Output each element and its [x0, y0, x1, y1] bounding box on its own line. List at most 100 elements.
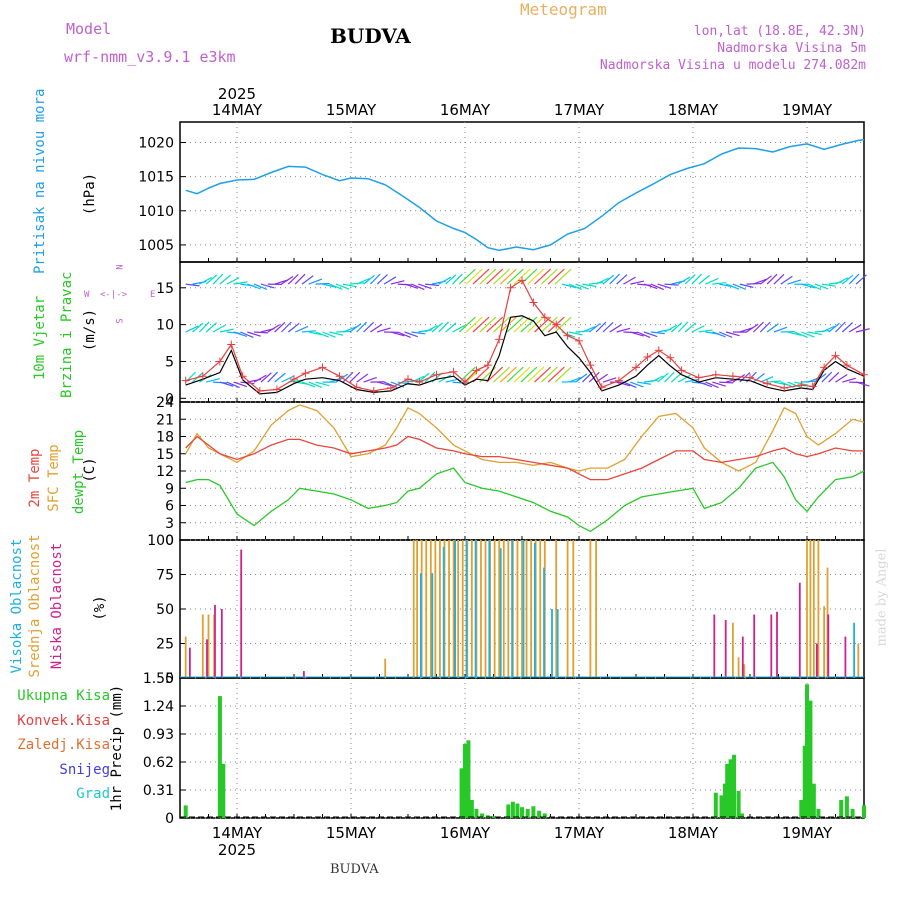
gust-marker	[290, 375, 298, 384]
gust-marker	[432, 370, 441, 379]
gust-marker	[318, 363, 327, 372]
sfc-temp-line	[185, 404, 865, 472]
wind-arrow	[780, 275, 793, 285]
y-tick-label: 50	[156, 602, 174, 618]
wind-arrow	[534, 268, 552, 285]
total-precip-bar	[491, 816, 496, 818]
wind-arrow	[568, 376, 583, 383]
wind-arrow	[828, 371, 840, 383]
wind-arrow	[698, 329, 713, 333]
wind-arrow	[760, 376, 774, 383]
wind-arrow	[465, 316, 483, 333]
gust-marker	[831, 351, 840, 360]
footer-location: BUDVA	[330, 862, 379, 877]
wind-arrow	[240, 381, 255, 385]
total-precip-bar	[520, 807, 524, 818]
gust-marker	[352, 383, 361, 392]
panel-frame-temperature	[179, 401, 865, 541]
wind-arrow	[438, 276, 452, 285]
panel-frame-pressure	[179, 121, 865, 263]
wind-arrow	[855, 328, 870, 333]
wind-arrow	[404, 331, 418, 338]
total-precip-bar	[844, 796, 849, 818]
wind-arrow	[301, 381, 316, 388]
wind-arrow	[513, 366, 531, 383]
y-tick-label: 100	[147, 533, 174, 549]
gust-marker	[552, 320, 561, 329]
wind-arrow	[274, 322, 286, 333]
wind-arrow	[233, 281, 248, 285]
gust-marker	[227, 340, 236, 349]
wind-arrow	[637, 381, 652, 385]
bottom-day-label: 16MAY	[440, 824, 491, 842]
wind-arrow	[575, 283, 589, 290]
y-tick-label: 10	[156, 318, 174, 334]
wind-arrow	[472, 268, 490, 285]
wind-arrow	[287, 322, 300, 333]
wind-arrow	[794, 331, 808, 338]
wind-arrow	[698, 381, 713, 388]
wind-arrow	[335, 283, 350, 290]
wind-arrow	[479, 316, 497, 333]
wind-arrow	[198, 321, 210, 333]
y-tick-label: 0.93	[143, 727, 174, 743]
gust-marker	[301, 369, 310, 378]
wind-arrow	[670, 372, 683, 383]
wind-arrow	[527, 366, 545, 383]
wind-arrow	[506, 366, 524, 383]
gust-marker	[711, 370, 720, 379]
wind-arrow	[787, 279, 802, 285]
gust-marker	[238, 372, 247, 381]
wind-arrow	[438, 374, 452, 383]
wind-arrow	[828, 322, 840, 333]
wind-arrow	[787, 331, 802, 336]
y-tick-label: 6	[165, 499, 174, 515]
wind-arrow	[705, 381, 719, 389]
wind-arrow	[356, 277, 370, 285]
wind-arrow	[561, 283, 576, 289]
wind-arrow	[835, 321, 846, 333]
wind-arrow	[308, 381, 322, 389]
dewpt-line	[185, 461, 865, 533]
wind-arrow	[520, 316, 538, 333]
wind-arrow	[247, 331, 261, 337]
wind-arrow	[568, 283, 582, 290]
wind-arrow	[185, 283, 200, 287]
wind-arrow	[240, 331, 254, 338]
wind-arrow	[821, 283, 836, 287]
wind-arrow	[205, 322, 218, 333]
wind-arrow	[670, 322, 683, 333]
wind-arrow	[677, 374, 691, 383]
wind-arrow	[417, 372, 430, 383]
wind-arrow	[294, 325, 309, 333]
wind-arrow	[616, 274, 628, 285]
model-elevation-label: Nadmorska Visina u modelu 274.082m	[599, 58, 866, 73]
y-tick-label: 1015	[138, 170, 174, 186]
gust-marker	[780, 384, 789, 392]
y-tick-label: 0	[165, 811, 174, 827]
wind-arrow	[294, 273, 306, 285]
wind-arrow	[486, 268, 504, 285]
wind-arrow	[226, 277, 240, 285]
wind-arrow	[458, 268, 476, 285]
wind-arrow	[630, 381, 644, 388]
wind-arrow	[219, 381, 234, 387]
wind-arrow	[821, 371, 833, 383]
total-precip-bar	[510, 801, 515, 818]
wind-arrow	[438, 321, 449, 333]
y-tick-label: 75	[156, 568, 174, 584]
wind-arrow	[226, 381, 240, 389]
wind-arrow	[787, 381, 801, 388]
wind-arrow	[212, 273, 224, 285]
wind-arrow	[425, 283, 440, 287]
wind-arrow	[370, 323, 383, 333]
gust-marker	[575, 336, 583, 345]
total-precip-bar	[811, 783, 816, 818]
wind-arrow	[684, 322, 697, 333]
wind-arrow	[801, 331, 815, 338]
total-precip-bar	[732, 754, 737, 818]
wind-arrow	[616, 327, 631, 333]
wind-arrow	[206, 377, 220, 383]
total-precip-bar	[719, 795, 724, 818]
wind-arrow	[835, 373, 848, 383]
